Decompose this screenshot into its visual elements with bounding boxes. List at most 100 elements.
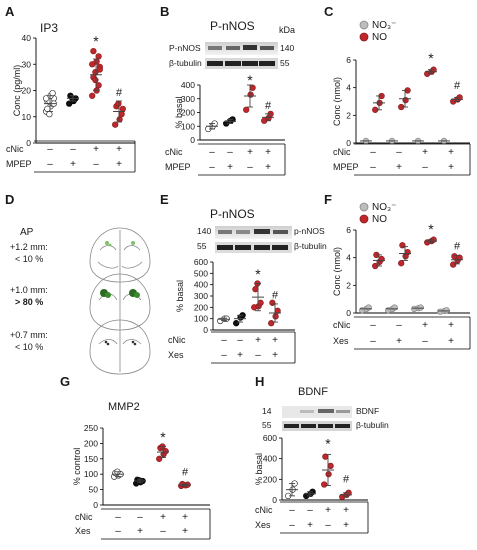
panel-label-e: E (160, 192, 169, 207)
condition-sign: + (422, 320, 428, 331)
y-tick-label: 300 (181, 94, 195, 104)
brain-section-3 (89, 319, 151, 375)
panel-d-pct-3: < 10 % (15, 342, 43, 352)
legend-label: NO₃⁻ (372, 20, 396, 31)
blot-h-row1-name: BDNF (356, 406, 379, 416)
panel-b-chart: 0 100 200 300 400 % basal * # cNic – – + + MPEP – + – + (165, 72, 286, 176)
y-tick-label: 0 (272, 495, 277, 505)
panel-d-header: AP (20, 227, 34, 238)
y-tick-label: 200 (263, 474, 277, 484)
y-tick-label: 4 (346, 253, 351, 263)
significance-hash: # (454, 240, 461, 252)
panel-a-chart: 0 10 20 30 40 Conc (pg/ml) * # cNic – – + + MPEP – + – + (6, 33, 136, 173)
blot-b-row2-name: β-tubulin (169, 58, 202, 68)
panel-g-chart: 0 50 100 150 200 250 % control * # cNic – – + + Xes – + –… (72, 423, 211, 540)
condition-sign: + (396, 336, 402, 347)
panel-a-title: IP3 (40, 21, 58, 35)
y-axis-label: Conc (nmol) (332, 77, 342, 126)
y-tick-label: 40 (22, 33, 32, 43)
data-point (115, 100, 122, 107)
data-point (119, 105, 126, 113)
significance-hash: # (182, 467, 189, 479)
y-tick-label: 0 (26, 138, 31, 148)
y-tick-label: 2 (346, 280, 351, 290)
condition-sign: + (448, 162, 454, 173)
data-point (156, 455, 163, 462)
condition-sign: – (160, 526, 166, 537)
data-point (44, 105, 51, 113)
condition-sign: + (343, 505, 349, 516)
condition-sign: + (448, 147, 454, 158)
condition-sign: – (370, 147, 376, 158)
y-tick-label: 30 (22, 59, 32, 69)
y-tick-label: 600 (263, 433, 277, 443)
condition-sign: + (247, 147, 253, 158)
data-point (96, 66, 103, 73)
blot-b-row1-kda: 140 (280, 43, 294, 53)
y-axis-label: % basal (174, 96, 184, 128)
condition-sign: + (307, 520, 313, 531)
significance-asterisk: * (160, 429, 166, 445)
panel-label-a: A (5, 4, 15, 19)
condition-sign: + (272, 335, 278, 346)
condition-sign: – (396, 320, 402, 331)
significance-hash: # (343, 473, 350, 485)
panel-c-chart: 0 2 4 6 Conc (nmol) NO₃⁻NO * # cNic – – + + MPEP – + – + (332, 20, 471, 176)
blot-b-row2-kda: 55 (280, 58, 290, 68)
condition-sign: + (325, 505, 331, 516)
significance-asterisk: * (93, 33, 99, 49)
blot-h-row1-kda: 14 (262, 406, 272, 416)
blot-b-row1-name: P-nNOS (169, 43, 201, 53)
data-point (365, 304, 372, 311)
condition-label: cNic (168, 335, 186, 345)
significance-asterisk: * (428, 50, 434, 66)
panel-label-c: C (324, 4, 334, 19)
y-tick-label: 300 (194, 291, 208, 301)
panel-d-depth-3: +0.7 mm: (10, 330, 48, 340)
significance-hash: # (116, 87, 123, 99)
condition-label: MPEP (165, 162, 191, 172)
panel-label-f: F (324, 192, 332, 207)
condition-sign: – (289, 505, 295, 516)
panel-g-title: MMP2 (108, 401, 140, 413)
condition-sign: – (209, 162, 215, 173)
condition-sign: – (370, 320, 376, 331)
panel-h-chart: 0 200 400 600 % basal * # cNic – – + + Xes – + – + (254, 433, 369, 534)
condition-label: cNic (75, 512, 93, 522)
condition-label: Xes (333, 336, 349, 346)
y-tick-label: 200 (84, 438, 98, 448)
condition-label: Xes (255, 520, 271, 530)
blot-e-row2-kda: 55 (197, 241, 207, 251)
legend-marker (359, 32, 369, 42)
blot-h-row2-name: β-tubulin (356, 420, 389, 430)
y-axis-label: Conc (pg/ml) (12, 65, 22, 117)
brain-section-2 (89, 273, 151, 331)
y-axis-label: Conc (nmol) (332, 247, 342, 296)
data-point (89, 92, 96, 99)
condition-sign: – (422, 162, 428, 173)
condition-sign: + (448, 320, 454, 331)
condition-label: cNic (333, 320, 351, 330)
data-point (451, 253, 458, 260)
condition-sign: – (47, 144, 53, 155)
condition-label: cNic (165, 147, 183, 157)
y-tick-label: 50 (89, 485, 99, 495)
panel-f-chart: 0 2 4 6 Conc (nmol) NO₃⁻NO * # cNic – – + + Xes – + – + (332, 202, 471, 350)
blot-h: 14 55 BDNF β-tubulin (262, 406, 389, 431)
y-tick-label: 400 (181, 80, 195, 90)
y-tick-label: 500 (194, 268, 208, 278)
y-tick-label: 6 (346, 55, 351, 65)
significance-asterisk: * (428, 221, 434, 237)
y-tick-label: 20 (22, 86, 32, 96)
condition-sign: + (93, 144, 99, 155)
blot-b-kda-unit: kDa (279, 25, 295, 35)
significance-asterisk: * (247, 72, 253, 88)
blot-e: 140 55 p-nNOS β-tubulin (197, 226, 327, 253)
condition-sign: + (182, 526, 188, 537)
data-point (321, 481, 328, 488)
data-point (272, 313, 279, 320)
condition-sign: – (115, 526, 121, 537)
y-tick-label: 0 (346, 138, 351, 148)
condition-label: cNic (255, 505, 273, 515)
y-axis-label: % basal (254, 453, 264, 485)
